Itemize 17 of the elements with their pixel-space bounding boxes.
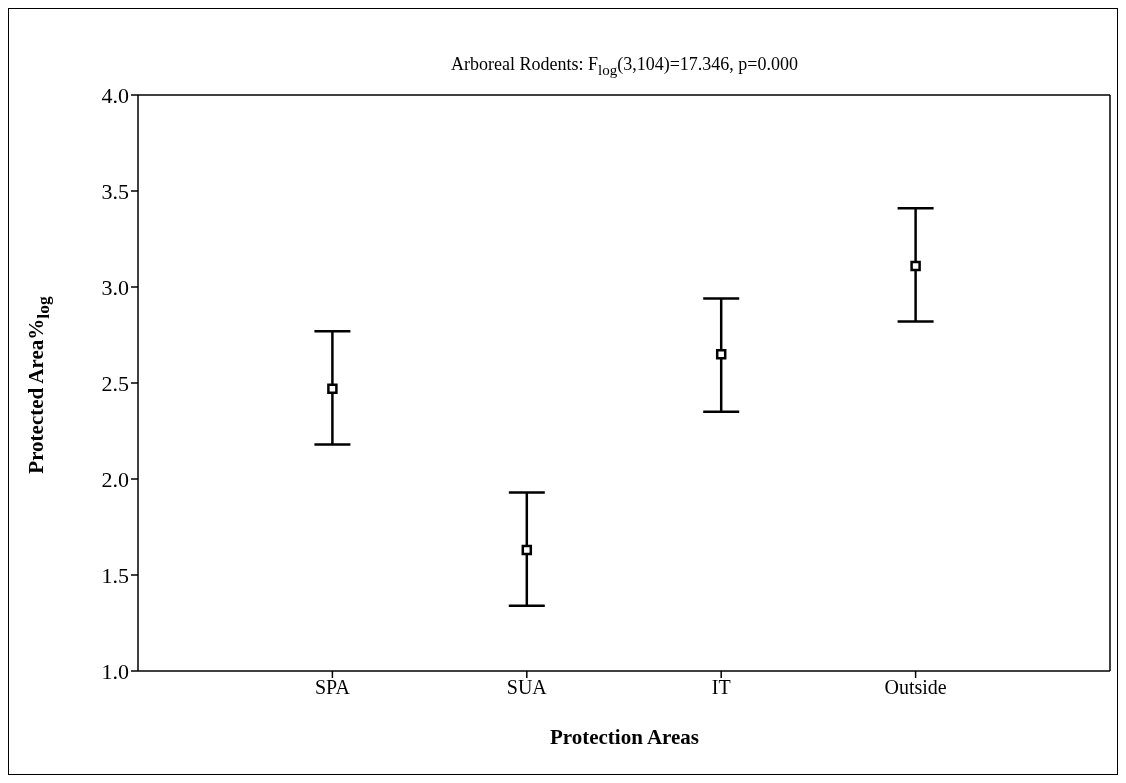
x-tick-label: SUA (506, 676, 548, 699)
point (910, 260, 921, 272)
x-tick-label: SPA (314, 676, 351, 699)
y-tick-label: 1.0 (101, 658, 129, 684)
y-tick-label: 1.5 (101, 562, 129, 588)
point (327, 383, 338, 395)
y-tick-label: 3.0 (101, 274, 129, 300)
y-tick-label: 2.5 (101, 370, 129, 396)
x-axis-title: Protection Areas (548, 725, 701, 750)
y-tick-label: 3.5 (101, 178, 129, 204)
point (521, 544, 533, 556)
x-tick-label: Outside (884, 676, 947, 699)
y-tick-label: 4.0 (101, 82, 129, 108)
chart-title: Arboreal Rodents: F$_{log}$(3,104)=17.346, p=0.000 (450, 54, 799, 79)
point (715, 348, 727, 360)
x-tick-label: IT (711, 676, 731, 699)
y-tick-label: 2.0 (101, 466, 129, 492)
